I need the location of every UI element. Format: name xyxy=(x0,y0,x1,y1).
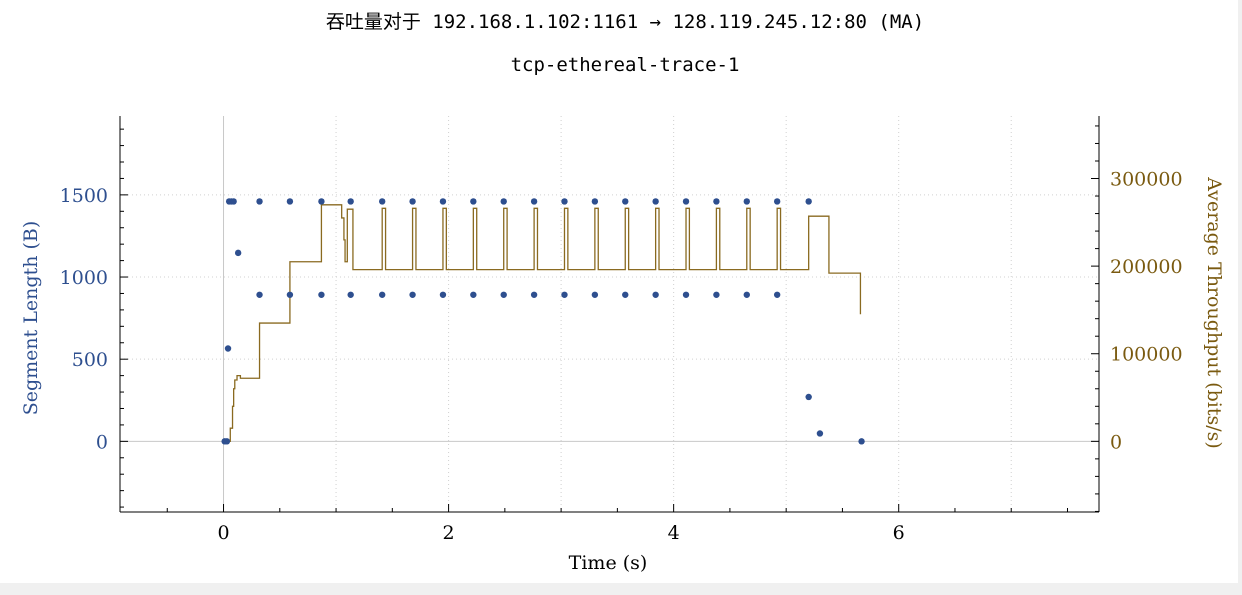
axis-ticks: 0 2 4 6 0 500 1000 1500 0 100000 200000 300000 xyxy=(60,125,1183,544)
segment-point xyxy=(409,291,416,298)
segment-point xyxy=(439,198,447,205)
y-axis-left-label: Segment Length (B) xyxy=(20,221,42,416)
throughput-series xyxy=(226,204,862,442)
segment-point xyxy=(223,438,231,445)
segment-point xyxy=(318,291,325,298)
segment-point xyxy=(743,198,750,205)
segment-point xyxy=(530,198,538,205)
segment-point xyxy=(622,198,629,205)
segment-point xyxy=(530,291,538,298)
y-right-tick-label: 200000 xyxy=(1110,256,1183,278)
segment-point xyxy=(743,291,750,298)
x-tick-label: 4 xyxy=(668,522,680,544)
y-left-tick-label: 0 xyxy=(96,431,108,453)
segment-point xyxy=(622,291,629,298)
chart-subtitle: tcp-ethereal-trace-1 xyxy=(511,54,740,76)
grid-lines xyxy=(120,116,1099,512)
segment-point xyxy=(816,430,824,437)
segment-point xyxy=(286,198,294,205)
segment-point xyxy=(470,198,477,205)
throughput-chart[interactable]: 吞吐量对于 192.168.1.102:1161 → 128.119.245.1… xyxy=(0,0,1238,583)
segment-point xyxy=(682,198,690,205)
y-left-tick-label: 500 xyxy=(72,349,108,371)
segment-point xyxy=(682,291,690,298)
y-right-tick-label: 300000 xyxy=(1110,169,1183,191)
plot-frame xyxy=(119,116,1100,513)
segment-point xyxy=(409,198,416,205)
segment-point xyxy=(773,198,781,205)
x-axis-label: Time (s) xyxy=(569,552,648,574)
chart-title: 吞吐量对于 192.168.1.102:1161 → 128.119.245.1… xyxy=(326,11,924,33)
x-tick-label: 0 xyxy=(217,522,229,544)
segment-point xyxy=(347,198,354,205)
y-right-tick-label: 0 xyxy=(1110,431,1122,453)
segment-point xyxy=(256,291,263,298)
y-right-tick-label: 100000 xyxy=(1110,344,1183,366)
segment-point xyxy=(500,291,507,298)
segment-point xyxy=(286,291,294,298)
segment-point xyxy=(805,198,812,205)
throughput-line xyxy=(226,204,862,442)
segment-point xyxy=(713,198,720,205)
segment-point xyxy=(347,291,354,298)
segment-point xyxy=(234,249,242,257)
segment-point xyxy=(256,198,263,205)
y-axis-right-label: Average Throughput (bits/s) xyxy=(1203,176,1225,449)
segment-point xyxy=(805,393,812,401)
segment-point xyxy=(378,291,386,298)
segment-point xyxy=(318,198,325,205)
segment-point xyxy=(230,198,237,205)
segment-point xyxy=(439,291,447,298)
segment-point xyxy=(561,198,568,205)
y-left-tick-label: 1500 xyxy=(60,185,108,207)
segment-point xyxy=(500,198,507,205)
segment-point xyxy=(652,198,659,205)
x-tick-label: 6 xyxy=(893,522,905,544)
segment-point xyxy=(378,198,386,205)
segment-point xyxy=(713,291,720,298)
segment-point xyxy=(224,345,232,352)
segment-point xyxy=(591,198,599,205)
segment-point xyxy=(773,291,781,298)
segment-point xyxy=(591,291,599,298)
segment-point xyxy=(470,291,477,298)
segment-point xyxy=(561,291,568,298)
x-tick-label: 2 xyxy=(443,522,455,544)
segment-point xyxy=(858,438,865,445)
segment-point xyxy=(652,291,659,298)
y-left-tick-label: 1000 xyxy=(60,267,108,289)
segment-length-series xyxy=(221,198,865,445)
